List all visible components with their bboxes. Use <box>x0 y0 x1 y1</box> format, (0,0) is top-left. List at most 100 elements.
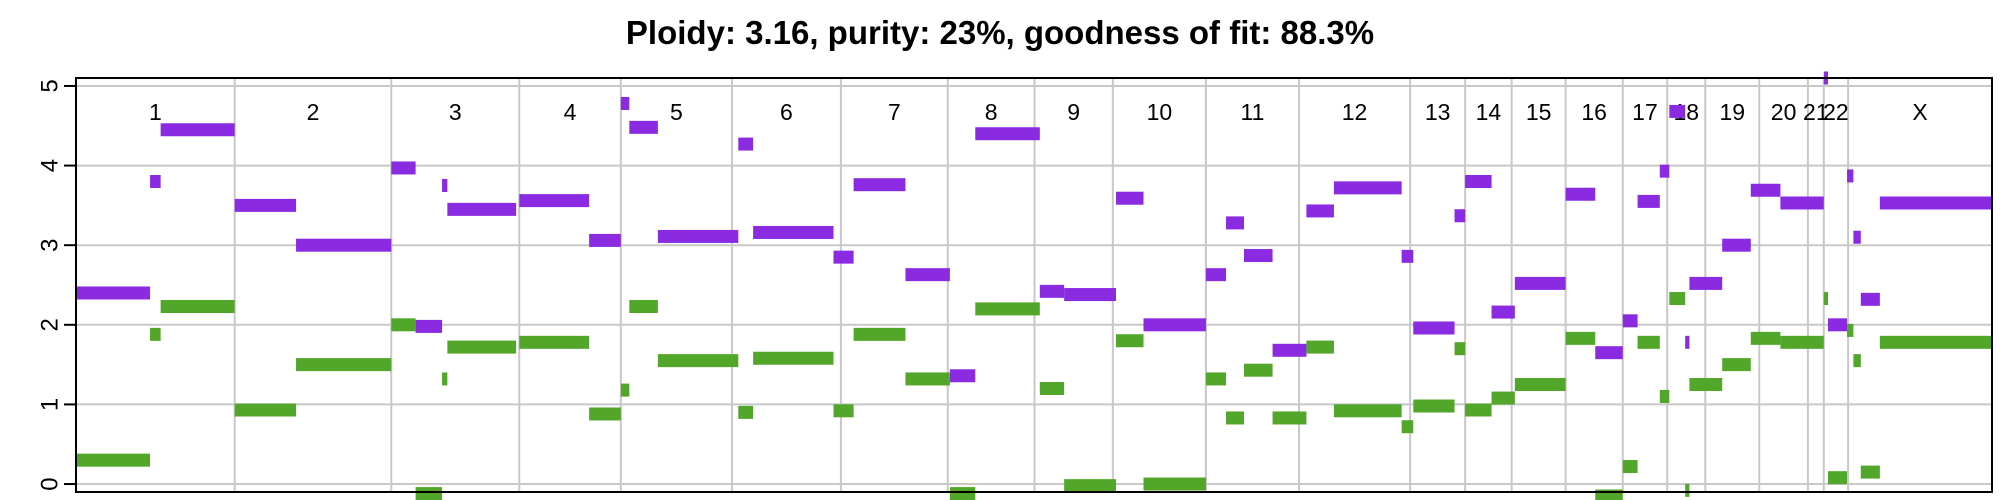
minor-copy-number-segment <box>1669 292 1686 306</box>
chromosome-label: 15 <box>1526 99 1552 125</box>
major-copy-number-segment <box>447 202 517 216</box>
chromosome-label: 20 <box>1771 99 1797 125</box>
minor-copy-number-segment <box>738 405 754 419</box>
chromosome-label: 2 <box>307 99 320 125</box>
major-copy-number-segment <box>833 250 854 264</box>
chromosome-label: 6 <box>780 99 793 125</box>
major-copy-number-segment <box>1454 209 1466 223</box>
major-copy-number-segment <box>1565 187 1596 201</box>
minor-copy-number-segment <box>1115 334 1144 348</box>
major-copy-number-segment <box>1637 194 1660 208</box>
y-tick-label: 5 <box>37 79 64 92</box>
chromosome-label: 5 <box>670 99 683 125</box>
major-copy-number-segment <box>1115 191 1144 205</box>
y-tick-label: 4 <box>37 159 64 172</box>
major-copy-number-segment <box>1722 238 1751 252</box>
minor-copy-number-segment <box>296 358 392 372</box>
minor-copy-number-segment <box>1491 391 1515 405</box>
minor-copy-number-segment <box>160 299 235 313</box>
chromosome-label: 16 <box>1581 99 1607 125</box>
major-copy-number-segment <box>150 175 161 188</box>
minor-copy-number-segment <box>391 318 416 332</box>
major-copy-number-segment <box>1272 343 1307 357</box>
chromosome-label: 12 <box>1342 99 1368 125</box>
major-copy-number-segment <box>975 127 1040 141</box>
chromosome-label: 17 <box>1632 99 1658 125</box>
major-copy-number-segment <box>738 137 754 151</box>
major-copy-number-segment <box>391 161 416 175</box>
chart-title: Ploidy: 3.16, purity: 23%, goodness of f… <box>625 14 1375 51</box>
minor-copy-number-segment <box>620 383 630 397</box>
minor-copy-number-segment <box>1205 372 1227 386</box>
minor-copy-number-segment <box>1637 335 1660 349</box>
minor-copy-number-segment <box>1454 342 1466 356</box>
minor-copy-number-segment <box>415 487 443 500</box>
minor-copy-number-segment <box>1780 335 1824 349</box>
minor-copy-number-segment <box>442 372 448 386</box>
minor-copy-number-segment <box>949 487 976 500</box>
chromosome-label: 7 <box>888 99 901 125</box>
major-copy-number-segment <box>519 194 590 208</box>
major-copy-number-segment <box>1413 321 1455 335</box>
minor-copy-number-segment <box>753 351 834 365</box>
minor-copy-number-segment <box>1244 363 1273 377</box>
major-copy-number-segment <box>949 369 976 383</box>
major-copy-number-segment <box>1244 249 1273 263</box>
major-copy-number-segment <box>415 319 443 333</box>
major-copy-number-segment <box>1622 314 1638 328</box>
y-axis: 0 1 2 3 4 5 <box>37 79 76 491</box>
major-copy-number-segment <box>1595 346 1623 360</box>
major-copy-number-segment <box>905 268 950 282</box>
major-copy-number-segment <box>1659 164 1670 178</box>
major-copy-number-segment <box>1333 181 1402 195</box>
chromosome-label: 21 <box>1803 99 1829 125</box>
major-copy-number-segment <box>1685 335 1690 349</box>
minor-copy-number-segment <box>1272 411 1307 425</box>
major-copy-number-segment <box>160 123 235 137</box>
minor-copy-number-segment <box>1853 354 1861 368</box>
chromosome-label: 19 <box>1719 99 1745 125</box>
major-copy-number-segment <box>1226 216 1245 230</box>
minor-copy-number-segment <box>150 327 161 341</box>
major-copy-number-segment <box>1879 196 1992 210</box>
major-copy-number-segment <box>1064 288 1116 302</box>
major-copy-number-segment <box>1465 175 1492 188</box>
minor-copy-number-segment <box>1565 331 1596 345</box>
minor-copy-number-segment <box>1595 489 1623 500</box>
major-copy-number-segment <box>1847 169 1854 183</box>
chromosome-label: X <box>1912 99 1927 125</box>
major-copy-number-segment <box>76 286 151 300</box>
major-copy-number-segment <box>1689 276 1723 290</box>
y-tick-label: 2 <box>37 318 64 331</box>
minor-copy-number-segment <box>1333 404 1402 418</box>
chromosome-label: 13 <box>1425 99 1451 125</box>
minor-copy-number-segment <box>1689 378 1723 392</box>
minor-copy-number-segment <box>833 404 854 418</box>
minor-copy-number-segment <box>1143 477 1206 491</box>
chromosome-label: 9 <box>1067 99 1080 125</box>
major-copy-number-segment <box>1669 104 1686 118</box>
major-copy-number-segment <box>620 96 630 110</box>
minor-copy-number-segment <box>853 327 906 341</box>
major-copy-number-segment <box>1828 318 1848 332</box>
minor-copy-number-segment <box>76 453 151 467</box>
minor-copy-number-segment <box>1860 465 1880 479</box>
y-tick-label: 1 <box>37 398 64 411</box>
major-copy-number-segment <box>589 233 621 247</box>
major-copy-number-segment <box>1860 292 1880 306</box>
chromosome-label: 22 <box>1823 99 1849 125</box>
chromosome-label: 14 <box>1476 99 1502 125</box>
minor-copy-number-segment <box>1722 358 1751 372</box>
minor-copy-number-segment <box>1828 471 1848 485</box>
chromosome-label: 8 <box>985 99 998 125</box>
minor-copy-number-segment <box>657 354 739 368</box>
minor-copy-number-segment <box>1226 411 1245 425</box>
copy-number-segments <box>76 71 1992 500</box>
minor-copy-number-segment <box>629 299 658 313</box>
minor-copy-number-segment <box>1622 460 1638 474</box>
major-copy-number-segment <box>1514 276 1566 290</box>
plot-frame <box>75 77 1993 493</box>
minor-copy-number-segment <box>1514 378 1566 392</box>
